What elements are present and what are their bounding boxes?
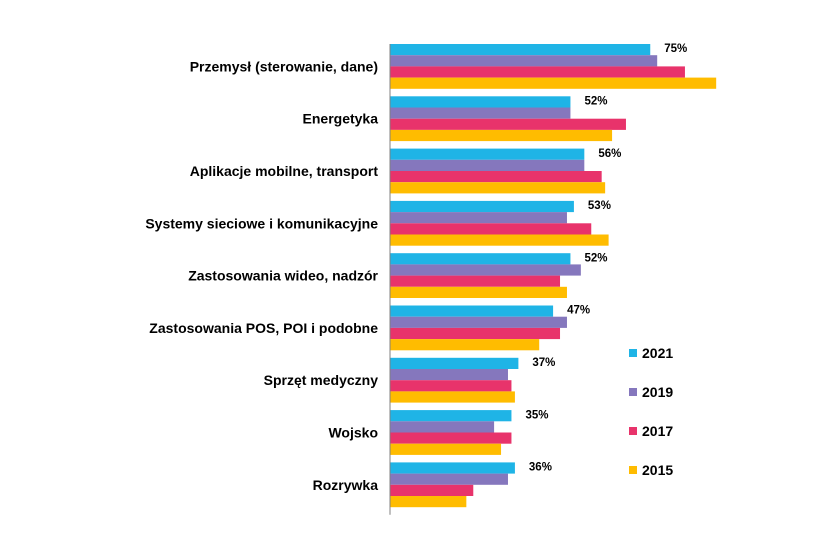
- legend-swatch-2015: [629, 466, 637, 474]
- bar-2019-9: [390, 473, 508, 485]
- bar-2019-2: [390, 107, 571, 119]
- bar-2019-6: [390, 316, 567, 328]
- bar-2019-4: [390, 212, 567, 224]
- category-label: Zastosowania POS, POI i podobne: [149, 320, 378, 336]
- bar-2017-7: [390, 380, 512, 392]
- bar-2019-1: [390, 55, 658, 67]
- data-label-2021: 52%: [584, 252, 607, 264]
- category-labels: Przemysł (sterowanie, dane) Energetyka Apl…: [145, 58, 378, 492]
- bar-2021-9: [390, 462, 515, 474]
- data-labels: 75% 52% 56% 53% 52% 47% 37% 35% 36%: [525, 43, 687, 473]
- bar-2015-4: [390, 234, 609, 246]
- bar-2019-5: [390, 264, 581, 276]
- legend-label-2021: 2021: [642, 345, 673, 361]
- bar-2021-7: [390, 357, 519, 369]
- legend-label-2019: 2019: [642, 384, 673, 400]
- bar-2015-7: [390, 391, 515, 403]
- data-label-2021: 53%: [588, 200, 611, 212]
- data-label-2021: 75%: [664, 43, 687, 55]
- legend: 2021 2019 2017 2015: [629, 345, 673, 478]
- bar-2021-4: [390, 200, 574, 213]
- data-label-2021: 52%: [584, 96, 607, 108]
- bar-2019-7: [390, 369, 508, 381]
- bar-2017-2: [390, 118, 626, 130]
- bar-2017-3: [390, 171, 602, 183]
- legend-swatch-2019: [629, 388, 637, 396]
- bar-2015-6: [390, 339, 540, 351]
- bar-2017-6: [390, 327, 561, 340]
- category-label: Aplikacje mobilne, transport: [190, 163, 379, 179]
- bar-2017-9: [390, 484, 474, 496]
- bar-2017-1: [390, 66, 685, 78]
- category-label: Wojsko: [328, 425, 378, 441]
- bar-2015-9: [390, 496, 467, 508]
- data-label-2021: 47%: [567, 305, 590, 317]
- category-label: Sprzęt medyczny: [264, 372, 379, 388]
- legend-label-2015: 2015: [642, 462, 673, 478]
- bar-2019-3: [390, 159, 585, 171]
- legend-swatch-2021: [629, 349, 637, 357]
- category-label: Systemy sieciowe i komunikacyjne: [145, 215, 378, 231]
- bar-2015-2: [390, 129, 613, 142]
- data-label-2021: 36%: [529, 462, 552, 474]
- bar-2021-3: [390, 148, 585, 160]
- category-label: Energetyka: [303, 111, 379, 127]
- bar-2015-8: [390, 443, 502, 455]
- bar-2021-6: [390, 305, 554, 317]
- bar-2015-3: [390, 182, 606, 194]
- data-label-2021: 35%: [525, 409, 548, 421]
- category-label: Rozrywka: [313, 477, 379, 493]
- data-label-2021: 56%: [598, 148, 621, 160]
- bar-2019-8: [390, 421, 495, 433]
- bars-group: [390, 44, 717, 508]
- bar-2017-4: [390, 223, 592, 235]
- legend-label-2017: 2017: [642, 423, 673, 439]
- category-label: Przemysł (sterowanie, dane): [190, 58, 378, 74]
- bar-2021-5: [390, 253, 571, 265]
- bar-2017-8: [390, 432, 512, 444]
- data-label-2021: 37%: [532, 357, 555, 369]
- category-label: Zastosowania wideo, nadzór: [188, 268, 378, 284]
- bar-2021-1: [390, 44, 651, 56]
- legend-swatch-2017: [629, 427, 637, 435]
- bar-2015-5: [390, 286, 567, 298]
- bar-2021-2: [390, 96, 571, 108]
- bar-2021-8: [390, 410, 512, 422]
- bar-2017-5: [390, 275, 561, 287]
- bar-2015-1: [390, 77, 717, 89]
